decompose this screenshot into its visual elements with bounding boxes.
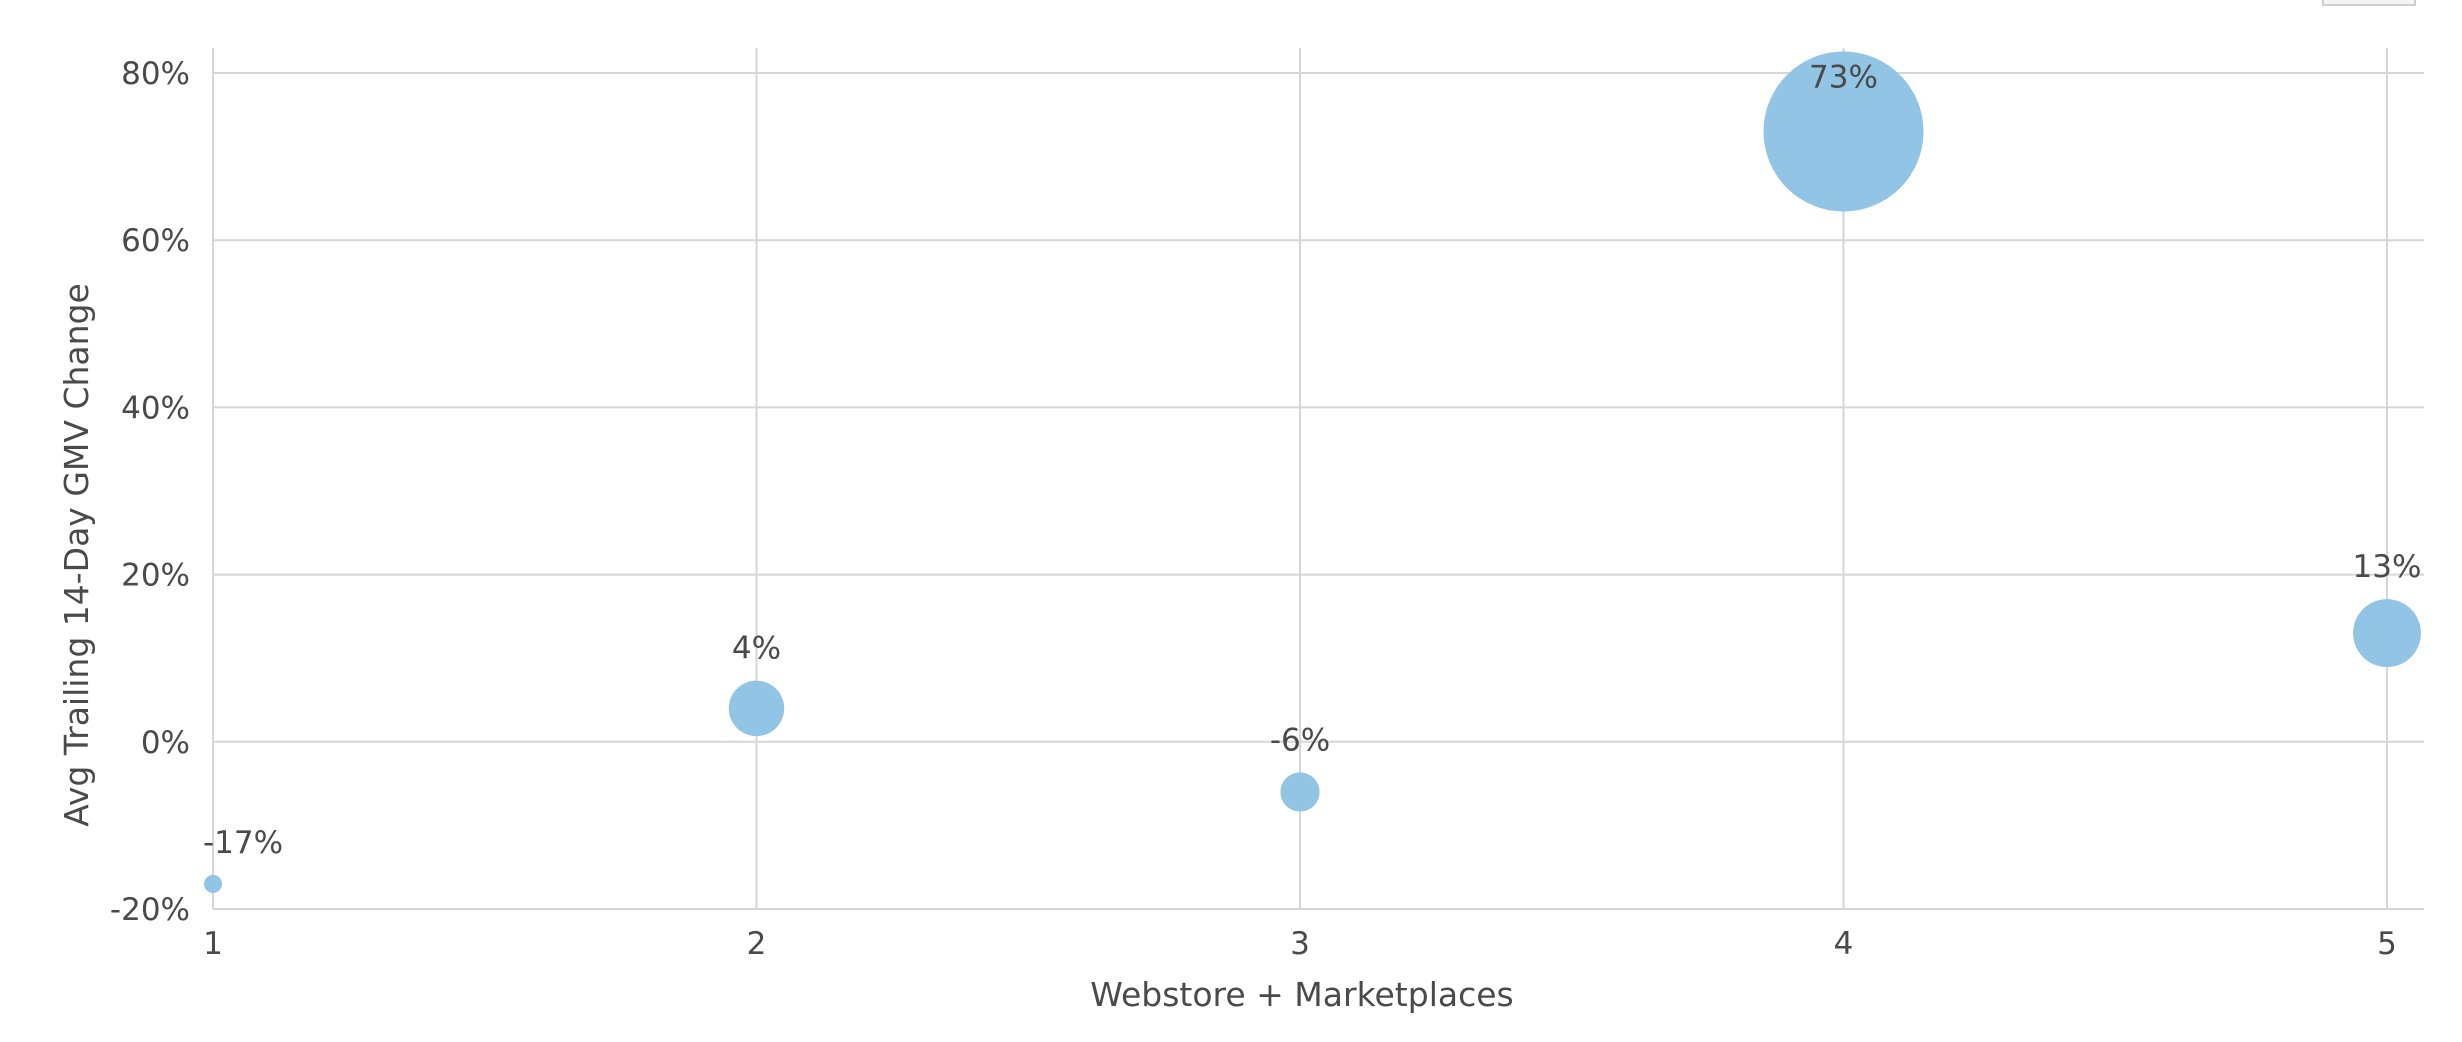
data-label: -17% xyxy=(203,825,283,861)
bubble-point[interactable] xyxy=(204,874,222,893)
y-axis-title: Avg Trailing 14-Day GMV Change xyxy=(57,283,96,827)
data-label: -6% xyxy=(1270,722,1330,758)
y-tick-label: 20% xyxy=(121,558,190,594)
y-tick-label: 60% xyxy=(121,223,190,259)
data-labels: -17% 4% -6% 73% 13% xyxy=(203,60,2422,861)
bubble-point[interactable] xyxy=(2353,599,2421,668)
y-tick-label: 0% xyxy=(141,725,190,761)
y-tick-label: 40% xyxy=(121,390,190,426)
bubble-point[interactable] xyxy=(1280,772,1320,812)
grid xyxy=(212,48,2424,910)
x-axis-title: Webstore + Marketplaces xyxy=(1090,975,1513,1014)
x-tick-label: 5 xyxy=(2377,926,2397,962)
y-tick-label: 80% xyxy=(121,56,190,92)
x-tick-label: 4 xyxy=(1834,926,1854,962)
x-axis-ticks: 1 2 3 4 5 xyxy=(203,926,2397,962)
x-tick-label: 1 xyxy=(203,926,223,962)
y-tick-label: -20% xyxy=(110,892,190,928)
bubbles xyxy=(204,51,2421,893)
bubble-point[interactable] xyxy=(1763,51,1924,212)
bubble-point[interactable] xyxy=(728,680,785,737)
data-label: 73% xyxy=(1809,60,1878,96)
x-tick-label: 2 xyxy=(747,926,767,962)
data-label: 4% xyxy=(732,631,781,667)
frame-tab xyxy=(2322,0,2416,6)
data-label: 13% xyxy=(2353,549,2422,585)
y-axis-ticks: -20% 0% 20% 40% 60% 80% xyxy=(110,56,190,928)
x-tick-label: 3 xyxy=(1290,926,1310,962)
